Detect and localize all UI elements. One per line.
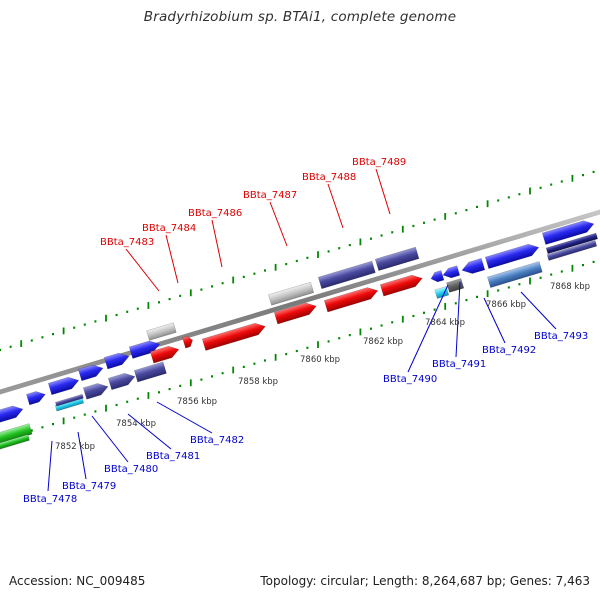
scale-label: 7852 kbp	[55, 442, 95, 452]
scale-label: 7854 kbp	[116, 419, 156, 429]
gene-feature	[317, 260, 376, 290]
gene-feature	[146, 322, 177, 341]
gene-feature	[0, 405, 24, 423]
leader-line	[156, 401, 213, 434]
gene-feature	[430, 270, 445, 283]
scale-label: 7868 kbp	[550, 282, 590, 292]
scale-label: 7864 kbp	[425, 318, 465, 328]
gene-label-bbta_7490[interactable]: BBta_7490	[383, 374, 437, 385]
gene-feature	[0, 434, 30, 450]
gene-feature	[541, 220, 595, 245]
gene-feature	[107, 373, 136, 391]
gene-feature	[182, 335, 193, 349]
gene-label-bbta_7491[interactable]: BBta_7491	[432, 359, 486, 370]
leader-line	[375, 168, 391, 215]
gene-feature	[0, 423, 33, 445]
gene-feature	[201, 322, 266, 351]
leader-line	[455, 281, 461, 358]
gene-feature	[484, 243, 540, 270]
gene-label-bbta_7487[interactable]: BBta_7487	[243, 190, 297, 201]
tick-row-bottom	[0, 260, 595, 442]
gene-label-bbta_7478[interactable]: BBta_7478	[23, 494, 77, 505]
leader-line	[165, 234, 179, 284]
scale-label: 7860 kbp	[300, 355, 340, 365]
gene-feature	[374, 246, 420, 272]
gene-label-bbta_7480[interactable]: BBta_7480	[104, 464, 158, 475]
leader-line	[211, 219, 223, 268]
gene-feature	[273, 302, 317, 325]
map-title: Bradyrhizobium sp. BTAi1, complete genom…	[143, 9, 457, 25]
gene-feature	[546, 239, 598, 261]
scale-label: 7858 kbp	[238, 377, 278, 387]
tick-row-top	[0, 170, 595, 352]
leader-line	[47, 440, 53, 492]
leader-line	[520, 291, 557, 330]
leader-line	[127, 413, 172, 450]
accession-label: Accession: NC_009485	[9, 574, 146, 588]
gene-label-bbta_7484[interactable]: BBta_7484	[142, 223, 196, 234]
gene-label-bbta_7492[interactable]: BBta_7492	[482, 345, 536, 356]
scale-label: 7866 kbp	[486, 300, 526, 310]
gene-feature	[133, 361, 167, 383]
gene-feature	[446, 278, 465, 293]
gene-feature	[149, 345, 180, 364]
gene-feature	[545, 232, 599, 255]
scale-label: 7856 kbp	[177, 397, 217, 407]
leader-line	[483, 297, 506, 344]
gene-feature	[26, 391, 46, 406]
gene-feature	[323, 287, 379, 313]
leader-line	[77, 431, 87, 480]
leader-line	[269, 201, 288, 247]
leader-line	[91, 415, 129, 463]
gene-label-bbta_7482[interactable]: BBta_7482	[190, 435, 244, 446]
gene-label-bbta_7483[interactable]: BBta_7483	[100, 237, 154, 248]
gene-feature	[103, 352, 130, 370]
gene-feature	[77, 364, 104, 382]
gene-feature	[434, 286, 450, 299]
gene-feature	[82, 383, 109, 400]
leader-line	[327, 183, 344, 229]
leader-line	[407, 284, 449, 373]
gene-label-bbta_7493[interactable]: BBta_7493	[534, 331, 588, 342]
gene-feature	[442, 265, 461, 279]
gene-feature	[461, 257, 486, 274]
gene-label-bbta_7486[interactable]: BBta_7486	[188, 208, 242, 219]
gene-feature	[55, 393, 84, 407]
gene-label-bbta_7488[interactable]: BBta_7488	[302, 172, 356, 183]
gene-label-bbta_7489[interactable]: BBta_7489	[352, 157, 406, 168]
gene-label-bbta_7481[interactable]: BBta_7481	[146, 451, 200, 462]
leader-line	[125, 248, 160, 292]
topology-label: Topology: circular; Length: 8,264,687 bp…	[260, 574, 590, 588]
gene-feature	[47, 376, 80, 396]
gene-feature	[487, 261, 543, 288]
scale-label: 7862 kbp	[363, 337, 403, 347]
gene-feature	[268, 281, 315, 306]
gene-feature	[128, 340, 161, 359]
gene-feature	[379, 274, 423, 297]
gene-label-bbta_7479[interactable]: BBta_7479	[62, 481, 116, 492]
